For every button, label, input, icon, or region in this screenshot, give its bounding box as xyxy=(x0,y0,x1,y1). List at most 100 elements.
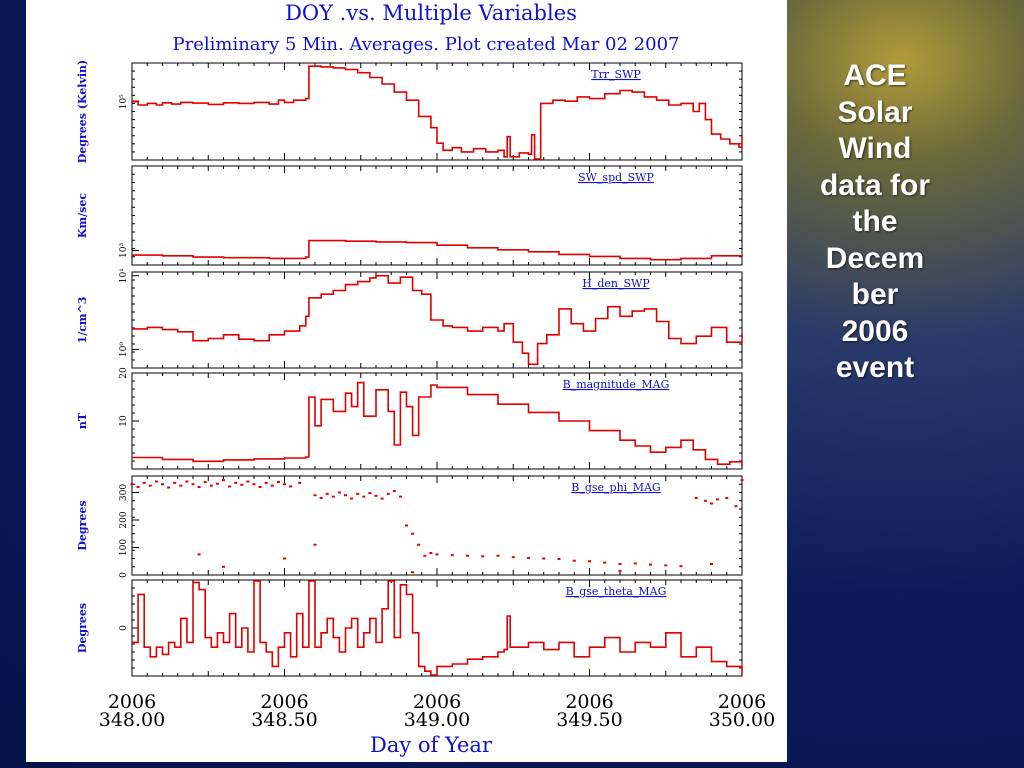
series-point xyxy=(380,497,384,500)
series-point xyxy=(557,558,561,561)
chart-figure: DOY .vs. Multiple Variables Preliminary … xyxy=(26,0,787,762)
series-point xyxy=(325,492,329,495)
y-tick-label: 300 xyxy=(119,484,129,501)
series-point xyxy=(270,484,274,487)
series-point xyxy=(710,563,713,565)
series-point xyxy=(703,499,707,502)
series-name-label: SW_spd_SWP xyxy=(578,171,654,184)
series-point xyxy=(319,497,323,499)
panel-sw-spd-swp: 10³ Km/sec SW_spd_SWP xyxy=(76,165,743,266)
series-point xyxy=(716,498,720,501)
x-tick-label-year: 2006 xyxy=(413,691,461,713)
series-point xyxy=(142,481,146,484)
series-point xyxy=(228,485,232,488)
series-point xyxy=(246,480,250,483)
series-point xyxy=(392,490,396,493)
series-point xyxy=(240,483,244,486)
series-point xyxy=(276,481,280,484)
series-point xyxy=(572,559,576,562)
series-point xyxy=(313,494,317,497)
series-point xyxy=(283,557,286,560)
x-tick-label-value: 349.50 xyxy=(556,709,622,731)
y-tick-label: 0 xyxy=(119,572,129,578)
slide-title: ACE Solar Wind data for the Decem ber 2006 event xyxy=(808,58,942,387)
series-point xyxy=(362,495,366,498)
series-point xyxy=(398,495,402,498)
series-point xyxy=(664,564,668,567)
series-point xyxy=(222,565,225,568)
slide-title-line: ACE xyxy=(843,59,907,92)
panel-frame xyxy=(131,62,743,161)
chart-subtitle: Preliminary 5 Min. Averages. Plot create… xyxy=(173,34,680,55)
series-point xyxy=(203,481,207,484)
y-tick-label: 10¹ xyxy=(119,268,129,283)
panel-b-gse-theta-mag: 0 Degrees B_gse_theta_MAG xyxy=(76,579,743,677)
y-tick-label: 20 xyxy=(119,367,129,379)
series-name-label: Trr_SWP xyxy=(591,68,641,81)
series-point xyxy=(344,494,347,497)
series-point xyxy=(331,495,335,498)
slide-title-line: data for xyxy=(819,168,930,202)
series-point xyxy=(417,543,421,546)
x-tick-label-year: 2006 xyxy=(718,691,766,713)
series-point xyxy=(618,563,622,565)
series-point xyxy=(368,492,372,495)
panel-b-gse-phi-mag: 300 200 100 0 Degrees B_gse_phi_MAG xyxy=(76,475,744,578)
chart-title: DOY .vs. Multiple Variables xyxy=(285,1,577,25)
x-tick-label-value: 348.50 xyxy=(251,709,317,731)
y-tick-label: 200 xyxy=(119,511,129,528)
series-point xyxy=(130,483,134,486)
y-axis-label: Km/sec xyxy=(76,193,89,238)
series-point xyxy=(411,532,415,535)
series-point xyxy=(148,484,152,487)
series-point xyxy=(264,481,268,484)
multi-panel-line-chart: DOY .vs. Multiple Variables Preliminary … xyxy=(76,1,775,757)
series-point xyxy=(374,494,378,497)
x-tick-label-value: 349.00 xyxy=(404,709,470,731)
series-point xyxy=(289,485,293,488)
series-point xyxy=(725,497,729,499)
series-line xyxy=(132,274,743,366)
y-tick-label: 10⁰ xyxy=(119,342,129,357)
y-axis-label: Degrees (Kelvin) xyxy=(76,60,89,164)
series-point xyxy=(252,483,256,486)
y-tick-label: 10⁵ xyxy=(119,94,129,109)
y-tick-label: 100 xyxy=(119,539,129,556)
series-line xyxy=(132,580,743,676)
series-point xyxy=(234,481,238,484)
x-tick-label-year: 2006 xyxy=(565,691,613,713)
slide-title-line: ber xyxy=(851,278,899,311)
series-name-label: B_magnitude_MAG xyxy=(563,378,670,391)
x-axis-tick-labels: 2006348.002006348.502006349.002006349.50… xyxy=(99,691,775,731)
series-point xyxy=(154,480,158,483)
x-axis-label: Day of Year xyxy=(370,733,493,757)
series-point xyxy=(283,483,286,486)
y-axis-label: Degrees xyxy=(76,603,89,653)
series-point xyxy=(337,491,341,494)
series-point xyxy=(649,563,652,566)
series-point xyxy=(222,479,225,482)
slide-title-line: 2006 xyxy=(841,314,909,348)
y-tick-label: 0 xyxy=(119,625,129,631)
y-tick-label: 10³ xyxy=(119,243,129,258)
series-point xyxy=(136,486,140,488)
y-axis-label: Degrees xyxy=(76,500,89,550)
series-point xyxy=(215,482,219,485)
series-point xyxy=(466,554,469,557)
series-point xyxy=(542,557,546,560)
series-point xyxy=(167,486,171,489)
series-point xyxy=(481,555,485,558)
slide-title-line: Decem xyxy=(825,241,925,275)
series-point xyxy=(313,543,317,546)
slide-title-line: Wind xyxy=(838,132,912,165)
series-point xyxy=(423,554,427,557)
series-point xyxy=(710,502,713,505)
series-point xyxy=(197,486,201,488)
series-point xyxy=(191,483,195,486)
series-point xyxy=(429,552,433,554)
series-point xyxy=(694,497,698,499)
series-point xyxy=(161,483,164,486)
series-line xyxy=(132,65,743,160)
slide-title-line: Solar xyxy=(837,95,913,129)
series-point xyxy=(298,481,302,484)
